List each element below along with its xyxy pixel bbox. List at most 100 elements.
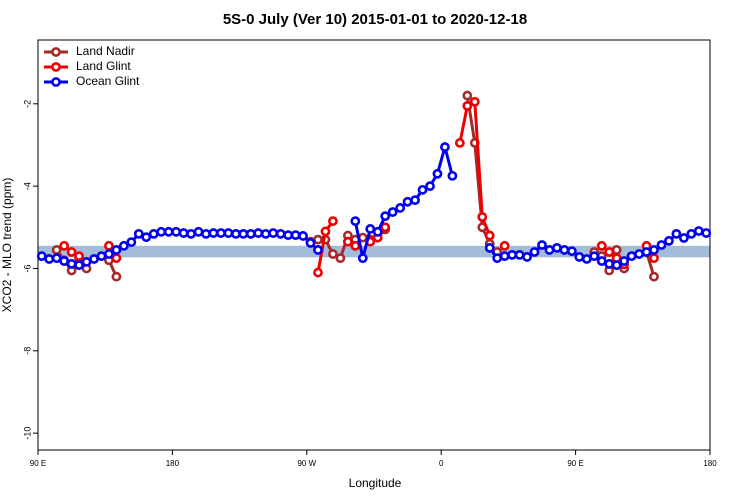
legend-marker (51, 62, 61, 72)
x-axis-label: Longitude (349, 476, 402, 490)
y-tick-label: -2 (22, 100, 32, 108)
data-point (81, 256, 92, 267)
data-point (641, 247, 652, 257)
data-point (59, 240, 70, 251)
data-point (74, 251, 84, 262)
data-point (268, 228, 279, 238)
data-point (328, 216, 338, 227)
data-point (514, 249, 525, 260)
data-point (96, 251, 107, 262)
data-point (454, 138, 465, 148)
data-point (298, 231, 308, 241)
data-point (186, 228, 196, 239)
data-point (604, 259, 615, 269)
x-tick-label: 0 (439, 459, 444, 468)
data-point (66, 259, 77, 269)
x-tick-label: 180 (166, 459, 180, 468)
data-point (66, 247, 77, 257)
data-point (111, 271, 122, 282)
chart-title: 5S-0 July (Ver 10) 2015-01-01 to 2020-12… (223, 11, 527, 28)
data-point (447, 170, 458, 181)
data-point (499, 240, 510, 251)
data-point (111, 253, 122, 264)
data-point (686, 228, 697, 239)
data-point (649, 271, 659, 282)
shaded-band (38, 245, 710, 258)
legend-label: Land Glint (76, 59, 131, 73)
x-tick-label: 90 W (297, 459, 316, 468)
data-point (537, 240, 547, 250)
data-point (313, 245, 323, 255)
data-point (163, 226, 174, 237)
data-point (581, 254, 592, 264)
data-point (178, 228, 189, 238)
data-point (574, 252, 585, 262)
data-point (118, 240, 129, 251)
data-point (335, 253, 346, 264)
data-point (649, 245, 659, 255)
data-point (208, 228, 219, 238)
data-point (216, 228, 226, 238)
data-point (104, 240, 114, 251)
data-point (126, 237, 137, 248)
data-point (245, 228, 256, 239)
data-point (484, 242, 495, 253)
x-tick-label: 90 E (30, 459, 46, 468)
data-point (253, 228, 264, 238)
data-point (372, 226, 383, 237)
data-point (611, 245, 622, 255)
y-tick-label: -10 (22, 427, 32, 440)
data-point (559, 245, 570, 255)
y-tick-label: -6 (22, 264, 32, 272)
data-point (462, 90, 473, 101)
data-point (223, 228, 234, 238)
data-point (305, 238, 316, 248)
data-point (566, 246, 577, 257)
y-tick-label: -4 (22, 182, 32, 190)
data-point (201, 228, 211, 239)
data-point (320, 226, 331, 237)
data-point (357, 253, 368, 264)
data-point (701, 228, 712, 238)
y-axis-label: XCO2 - MLO trend (ppm) (0, 178, 14, 313)
data-point (544, 245, 555, 255)
data-point (89, 254, 99, 264)
data-point (44, 254, 55, 264)
x-tick-label: 180 (703, 459, 717, 468)
data-point (260, 228, 271, 239)
data-point (238, 228, 249, 239)
data-point (626, 251, 637, 262)
data-point (611, 260, 622, 271)
data-point (410, 195, 420, 206)
data-point (552, 242, 562, 253)
data-point (171, 226, 182, 237)
data-point (678, 233, 689, 243)
data-point (275, 228, 286, 239)
data-point (51, 253, 62, 264)
data-point (387, 207, 398, 217)
data-point (462, 100, 473, 111)
data-point (671, 228, 682, 239)
data-point (365, 224, 376, 234)
legend-marker (51, 47, 61, 57)
data-point (634, 249, 644, 259)
data-point (193, 226, 204, 237)
data-point (313, 267, 323, 278)
data-point (417, 184, 428, 195)
data-point (283, 230, 294, 241)
data-point (619, 256, 630, 266)
data-point (425, 181, 435, 192)
legend-marker (51, 77, 61, 87)
legend-label: Land Nadir (76, 44, 135, 58)
data-point (693, 226, 704, 236)
data-point (589, 251, 600, 262)
data-point (290, 230, 301, 241)
data-point (395, 203, 406, 213)
data-point (230, 228, 241, 239)
data-point (432, 168, 443, 179)
data-point (529, 247, 540, 257)
data-point (156, 226, 167, 237)
data-point (440, 142, 450, 152)
data-point (596, 240, 607, 251)
data-point (477, 212, 488, 222)
